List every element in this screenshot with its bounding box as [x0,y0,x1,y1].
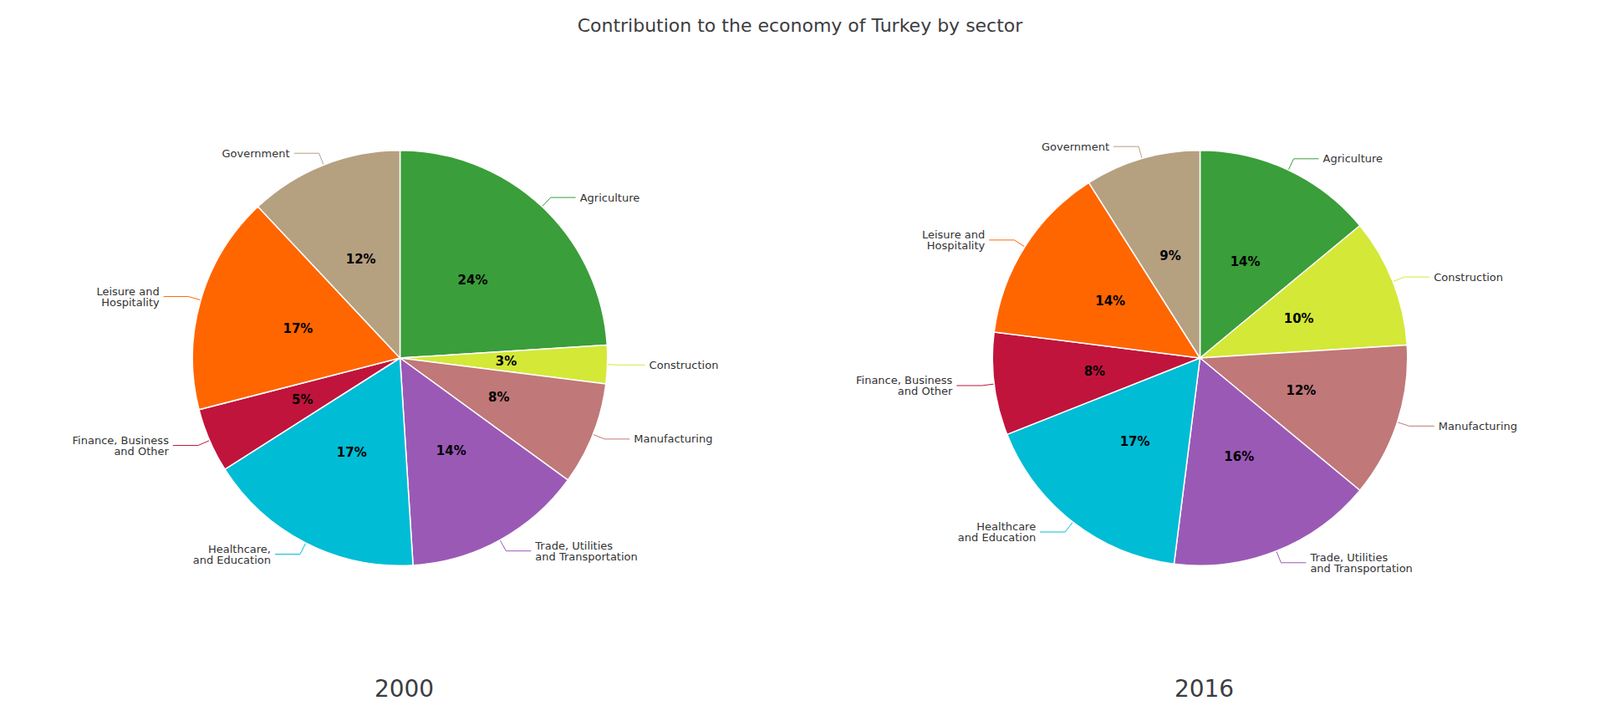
svg-text:17%: 17% [336,444,367,460]
svg-text:9%: 9% [1159,248,1181,264]
svg-text:5%: 5% [291,392,313,408]
svg-text:24%: 24% [458,272,489,288]
svg-text:Construction: Construction [1433,270,1504,284]
svg-text:Construction: Construction [649,358,719,372]
svg-text:and Transportation: and Transportation [1309,561,1412,575]
svg-text:Agriculture: Agriculture [580,191,641,204]
svg-text:Leisure and: Leisure and [921,228,985,241]
svg-text:2016: 2016 [1174,674,1234,703]
svg-text:2000: 2000 [374,674,434,703]
svg-text:and Education: and Education [957,530,1036,544]
svg-text:14%: 14% [436,443,467,459]
svg-text:and Other: and Other [897,384,953,398]
svg-text:Trade, Utilities: Trade, Utilities [535,538,613,552]
svg-text:Healthcare: Healthcare [976,519,1036,533]
svg-text:Hospitality: Hospitality [927,239,986,252]
svg-text:17%: 17% [282,321,313,337]
svg-text:and Education: and Education [193,553,271,566]
svg-text:Government: Government [222,147,291,160]
svg-text:17%: 17% [1120,433,1151,449]
svg-text:12%: 12% [1285,382,1316,398]
svg-text:Hospitality: Hospitality [101,295,160,309]
svg-text:and Transportation: and Transportation [535,550,637,563]
svg-text:Manufacturing: Manufacturing [633,432,713,445]
svg-text:3%: 3% [495,353,517,369]
svg-text:Contribution to the economy of: Contribution to the economy of Turkey by… [577,15,1025,36]
svg-text:16%: 16% [1223,448,1254,464]
svg-text:Manufacturing: Manufacturing [1438,419,1518,433]
svg-text:12%: 12% [346,251,377,267]
svg-text:Healthcare,: Healthcare, [208,542,271,555]
svg-text:Finance, Business: Finance, Business [72,433,169,446]
svg-text:and Other: and Other [113,444,169,458]
svg-text:8%: 8% [1084,363,1106,379]
svg-text:8%: 8% [488,389,510,405]
svg-text:Agriculture: Agriculture [1323,152,1384,165]
svg-text:10%: 10% [1284,310,1315,327]
svg-text:Leisure and: Leisure and [96,284,160,298]
svg-text:Finance, Business: Finance, Business [856,373,953,387]
svg-text:Government: Government [1041,140,1110,153]
svg-text:14%: 14% [1095,293,1126,309]
svg-text:14%: 14% [1230,254,1261,270]
svg-text:Trade, Utilities: Trade, Utilities [1310,550,1388,564]
